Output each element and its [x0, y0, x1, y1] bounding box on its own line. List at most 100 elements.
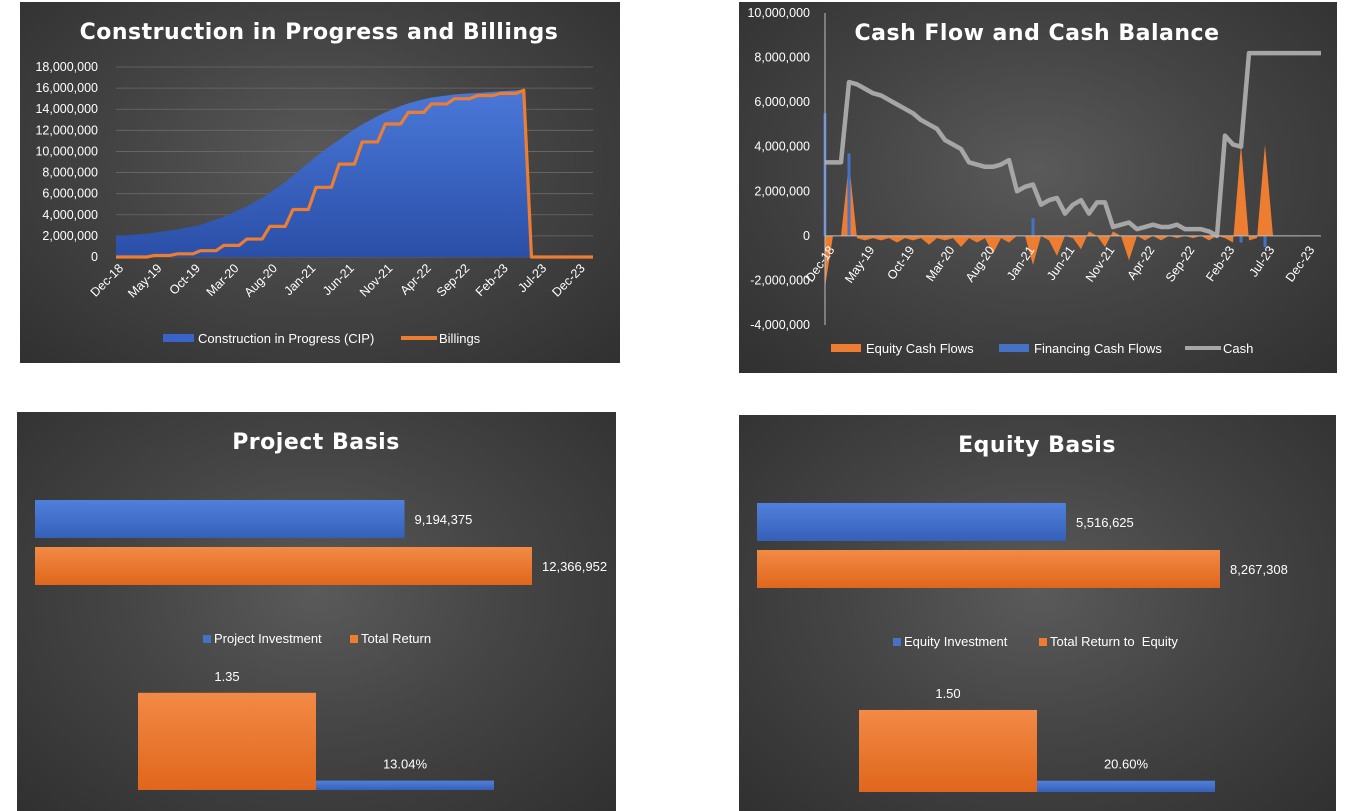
series-area-cip	[116, 90, 593, 257]
legend-label-equity: Equity Cash Flows	[866, 341, 974, 356]
x-tick-label: Jul-23	[515, 261, 549, 295]
series-line-billings	[116, 88, 593, 259]
legend-label-cip: Construction in Progress (CIP)	[198, 331, 374, 346]
x-tick-label: Jan-21	[282, 261, 319, 298]
bar-project-investment	[35, 500, 405, 538]
x-tick-label: Apr-22	[397, 261, 433, 297]
x-tick-label: Aug-20	[963, 244, 998, 285]
x-tick-label: Jun-21	[1044, 244, 1077, 283]
data-label-project-investment: 9,194,375	[415, 512, 473, 527]
data-label-total-return-to-equity: 8,267,308	[1230, 562, 1288, 577]
x-tick-label: Aug-20	[242, 261, 280, 299]
legend-label-billings: Billings	[439, 331, 481, 346]
x-tick-label: Oct-19	[167, 261, 203, 297]
legend-label-cash: Cash	[1223, 341, 1253, 356]
y-tick-label: 18,000,000	[35, 60, 98, 74]
y-tick-label: -2,000,000	[750, 273, 810, 287]
x-tick-label: Nov-21	[357, 261, 395, 299]
series-line-cash	[825, 50, 1321, 239]
cip-billings-chart: Construction in Progress and Billings 0 2…	[20, 2, 620, 363]
project-basis-chart: Project Basis 9,194,375 12,366,952 Proje…	[17, 412, 616, 811]
legend-swatch-total-return-to-equity	[1039, 638, 1047, 646]
x-tick-label: Jul-23	[1246, 244, 1277, 280]
legend-swatch-financing	[999, 344, 1029, 352]
y-tick-label: 8,000,000	[42, 166, 98, 180]
bar-financing-cash-flow	[1239, 235, 1243, 243]
legend: Equity Cash Flows Financing Cash Flows C…	[831, 341, 1253, 356]
x-tick-label: Nov-21	[1083, 244, 1118, 285]
y-tick-label: 10,000,000	[35, 144, 98, 158]
cash-flow-chart: Cash Flow and Cash Balance -4,000,000 -2,…	[739, 2, 1337, 373]
legend-swatch-cash	[1185, 346, 1221, 350]
chart-title: Construction in Progress and Billings	[80, 20, 559, 45]
y-tick-label: 8,000,000	[754, 51, 810, 65]
x-tick-label: Dec-18	[88, 261, 126, 299]
x-tick-label: Jan-21	[1004, 244, 1037, 283]
x-tick-label: Jun-21	[320, 261, 357, 298]
legend: Construction in Progress (CIP) Billings	[163, 331, 481, 346]
chart-title: Project Basis	[232, 430, 400, 455]
data-label-total-return: 12,366,952	[542, 559, 607, 574]
legend-swatch-equity-investment	[893, 638, 901, 646]
legend-swatch-cip	[163, 334, 194, 342]
bar-total-return	[35, 547, 532, 585]
legend-label-total-return: Total Return	[361, 631, 431, 646]
legend-label-total-return-to-equity: Total Return to Equity	[1050, 634, 1178, 649]
equity-basis-chart: Equity Basis 5,516,625 8,267,308 Equity …	[739, 415, 1336, 811]
bar-equity-investment	[757, 503, 1066, 541]
legend: Equity Investment Total Return to Equity	[893, 634, 1178, 649]
bar-return-multiple	[859, 709, 1037, 792]
x-tick-label: Oct-19	[884, 244, 917, 283]
y-tick-label: 14,000,000	[35, 102, 98, 116]
x-tick-label: May-19	[125, 261, 164, 300]
y-tick-label: 0	[803, 229, 810, 243]
equity-basis-svg: Equity Basis 5,516,625 8,267,308 Equity …	[757, 433, 1288, 792]
x-tick-label: Dec-18	[803, 244, 838, 285]
x-tick-label: Feb-23	[1203, 244, 1237, 285]
y-tick-label: 6,000,000	[754, 95, 810, 109]
y-tick-label: 0	[91, 250, 98, 264]
y-tick-label: -4,000,000	[750, 318, 810, 332]
bar-total-return-to-equity	[757, 550, 1220, 588]
y-tick-label: 2,000,000	[42, 229, 98, 243]
y-tick-label: 4,000,000	[42, 208, 98, 222]
data-label-return-multiple: 1.50	[935, 686, 960, 701]
y-tick-label: 6,000,000	[42, 187, 98, 201]
legend-swatch-project-investment	[203, 635, 211, 643]
y-tick-label: 12,000,000	[35, 123, 98, 137]
y-tick-label: 10,000,000	[747, 6, 810, 20]
chart-title: Equity Basis	[958, 433, 1116, 458]
bar-irr	[1037, 780, 1215, 792]
data-label-return-multiple: 1.35	[214, 669, 239, 684]
bar-financing-cash-flow	[1031, 218, 1035, 236]
x-tick-label: May-19	[842, 244, 877, 286]
legend-label-project-investment: Project Investment	[214, 631, 322, 646]
legend-swatch-equity	[831, 344, 861, 352]
legend: Project Investment Total Return	[203, 631, 431, 646]
x-tick-label: Sep-22	[1163, 244, 1198, 285]
data-label-irr: 20.60%	[1104, 757, 1149, 772]
bar-financing-cash-flow	[847, 153, 851, 236]
x-tick-label: Mar-20	[923, 244, 957, 285]
y-tick-label: 16,000,000	[35, 81, 98, 95]
legend-swatch-billings	[401, 336, 437, 340]
data-label-equity-investment: 5,516,625	[1076, 515, 1134, 530]
cip-billings-svg: Construction in Progress and Billings 0 2…	[35, 20, 593, 346]
x-tick-label: Mar-20	[204, 261, 242, 299]
y-tick-label: 4,000,000	[754, 140, 810, 154]
legend-label-financing: Financing Cash Flows	[1034, 341, 1162, 356]
bar-financing-cash-flow	[1263, 235, 1267, 247]
bar-irr	[316, 780, 494, 790]
chart-title: Cash Flow and Cash Balance	[854, 21, 1219, 46]
x-tick-label: Dec-23	[1283, 244, 1318, 285]
legend-swatch-total-return	[350, 635, 358, 643]
cash-flow-svg: Cash Flow and Cash Balance -4,000,000 -2,…	[747, 6, 1321, 356]
project-basis-svg: Project Basis 9,194,375 12,366,952 Proje…	[35, 430, 607, 790]
bar-return-multiple	[138, 692, 316, 790]
legend-label-equity-investment: Equity Investment	[904, 634, 1008, 649]
y-tick-label: 2,000,000	[754, 184, 810, 198]
x-tick-label: Feb-23	[473, 261, 511, 299]
x-tick-label: Sep-22	[434, 261, 472, 299]
data-label-irr: 13.04%	[383, 757, 428, 772]
x-tick-label: Dec-23	[549, 261, 587, 299]
